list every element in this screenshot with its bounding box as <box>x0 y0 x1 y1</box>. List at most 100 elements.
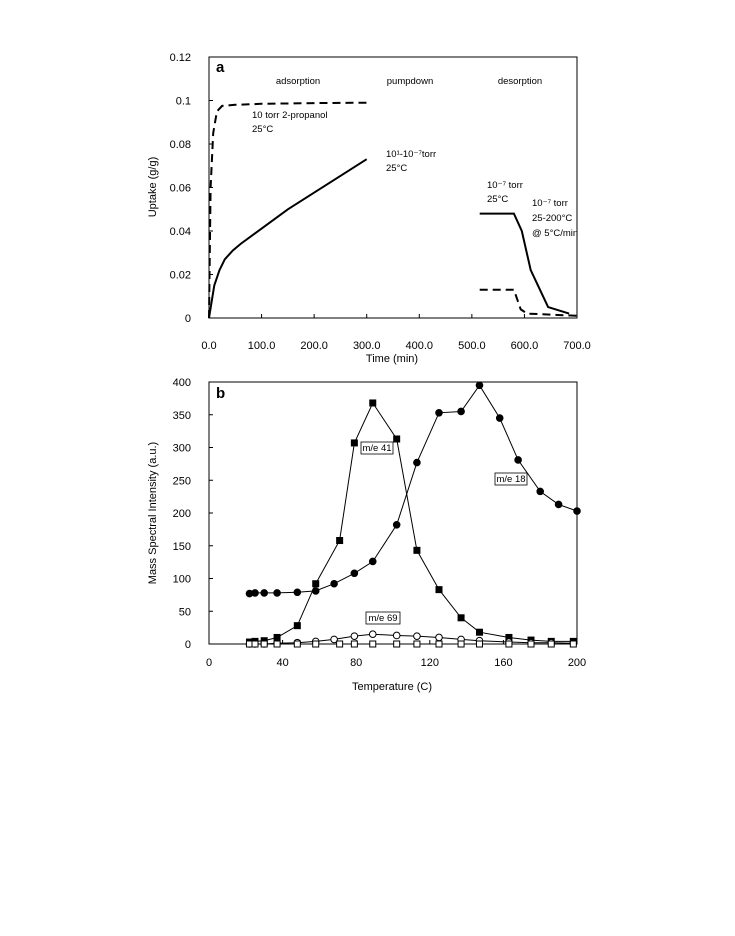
y-axis-label-b: Mass Spectral Intensity (a.u.) <box>147 442 159 584</box>
data-point-filled-square-12 <box>457 614 465 622</box>
a-y-tick-label: 0.06 <box>170 183 191 195</box>
annotation-ramp-line2: 25-200°C <box>532 213 572 224</box>
annotation-ramp-line3: @ 5°C/min <box>532 228 578 239</box>
data-point-filled-circle-11 <box>435 408 443 417</box>
series-line-a-1 <box>208 158 368 319</box>
a-x-tick-label: 300.0 <box>353 340 381 352</box>
svg-text:m/e 41: m/e 41 <box>362 443 391 454</box>
data-point-open-square-10 <box>413 640 421 648</box>
data-point-open-square-15 <box>527 640 535 648</box>
data-point-open-square-9 <box>393 640 401 648</box>
data-point-filled-circle-14 <box>495 414 504 422</box>
data-point-filled-circle-18 <box>573 507 581 515</box>
data-point-open-square-1 <box>251 640 259 648</box>
data-point-filled-circle-1 <box>251 589 259 597</box>
data-point-filled-square-4 <box>293 622 301 630</box>
data-point-filled-circle-13 <box>475 381 484 390</box>
b-y-tick-label: 200 <box>173 508 191 520</box>
phase-label-adsorption: adsorption <box>276 76 320 87</box>
chart-a: a 0 0.02 0.04 0.06 0.08 0.1 0.12 0.0 100.0 200.0… <box>147 52 591 365</box>
y-tick-labels-a: 0 0.02 0.04 0.06 0.08 0.1 0.12 <box>170 52 213 325</box>
series-b <box>245 381 581 648</box>
data-point-filled-square-10 <box>413 546 421 554</box>
data-point-filled-square-7 <box>350 439 358 447</box>
data-point-open-circle-8 <box>368 630 377 638</box>
data-point-open-circle-11 <box>435 633 443 642</box>
a-x-tick-label: 100.0 <box>248 340 276 352</box>
a-x-tick-label: 600.0 <box>511 340 539 352</box>
series-label-me18: m/e 18 <box>494 472 528 486</box>
a-x-tick-label: 500.0 <box>458 340 486 352</box>
y-axis-label-a: Uptake (g/g) <box>147 157 159 218</box>
b-y-tick-label: 100 <box>173 574 191 586</box>
svg-text:m/e 18: m/e 18 <box>496 474 525 485</box>
b-x-tick-label: 80 <box>350 657 362 669</box>
data-point-filled-circle-16 <box>536 487 545 496</box>
x-tick-labels-a: 0.0 100.0 200.0 300.0 400.0 500.0 600.0 700.0 <box>201 314 591 352</box>
data-point-open-circle-6 <box>330 635 338 644</box>
data-point-open-square-5 <box>312 640 320 648</box>
series-lines-a <box>208 101 578 319</box>
data-point-filled-circle-15 <box>514 456 522 464</box>
data-point-open-square-7 <box>350 640 358 648</box>
a-y-tick-label: 0.12 <box>170 52 191 64</box>
data-point-filled-square-6 <box>336 537 344 545</box>
series-line-a-2 <box>479 212 570 315</box>
data-point-open-square-6 <box>336 640 344 648</box>
data-point-filled-circle-8 <box>368 557 377 566</box>
b-x-tick-label: 160 <box>494 657 512 669</box>
data-point-open-square-16 <box>547 640 555 648</box>
data-point-open-square-2 <box>260 640 268 648</box>
data-point-filled-circle-3 <box>273 589 281 597</box>
data-point-open-circle-7 <box>350 632 359 640</box>
a-y-tick-label: 0 <box>185 313 191 325</box>
data-point-filled-square-13 <box>475 628 483 636</box>
data-point-filled-circle-9 <box>392 520 401 529</box>
b-y-tick-label: 0 <box>185 639 191 651</box>
chart-b: b 0 50 100 150 200 250 300 350 400 0 40 80 120 160 20… <box>147 377 586 693</box>
series-line-a-0 <box>208 101 367 319</box>
data-point-filled-circle-5 <box>311 587 320 595</box>
data-point-open-circle-9 <box>392 631 401 640</box>
b-y-tick-label: 150 <box>173 541 191 553</box>
a-y-tick-label: 0.02 <box>170 270 191 282</box>
data-point-filled-square-9 <box>393 435 401 443</box>
data-point-filled-circle-6 <box>330 579 338 588</box>
data-point-filled-circle-7 <box>350 569 359 578</box>
data-point-open-square-11 <box>435 640 443 648</box>
data-point-filled-circle-2 <box>260 589 269 597</box>
data-point-open-circle-10 <box>413 632 421 640</box>
annotation-adsorption-line2: 25°C <box>252 124 273 135</box>
series-line-a-3 <box>479 288 578 317</box>
a-y-tick-label: 0.1 <box>176 96 191 108</box>
data-point-filled-square-8 <box>369 399 377 407</box>
panel-label-a: a <box>216 59 225 76</box>
b-y-tick-label: 400 <box>173 377 191 389</box>
data-point-open-square-17 <box>569 640 577 648</box>
b-x-tick-label: 40 <box>276 657 288 669</box>
b-x-tick-label: 120 <box>421 657 439 669</box>
data-point-open-square-14 <box>505 640 513 648</box>
a-y-tick-label: 0.08 <box>170 139 191 151</box>
a-x-tick-label: 200.0 <box>300 340 328 352</box>
annotation-pumpdown-line1: 10¹-10⁻⁷torr <box>386 149 436 160</box>
b-y-tick-label: 350 <box>173 410 191 422</box>
annotation-pumpdown-line2: 25°C <box>386 163 407 174</box>
series-line-b-0 <box>249 401 574 643</box>
data-point-open-square-8 <box>369 640 377 648</box>
annotation-hold-line2: 25°C <box>487 194 508 205</box>
phase-label-desorption: desorption <box>498 76 542 87</box>
b-y-tick-label: 50 <box>179 606 191 618</box>
phase-label-pumpdown: pumpdown <box>387 76 433 87</box>
annotation-ramp-line1: 10⁻⁷ torr <box>532 198 568 209</box>
data-point-filled-circle-10 <box>413 458 421 467</box>
data-point-filled-square-5 <box>312 580 320 588</box>
a-y-tick-label: 0.04 <box>170 226 191 238</box>
series-label-me41: m/e 41 <box>360 441 394 455</box>
b-x-tick-label: 0 <box>206 657 212 669</box>
data-point-filled-circle-12 <box>457 407 465 416</box>
data-point-open-square-13 <box>475 640 483 648</box>
svg-text:m/e 69: m/e 69 <box>368 613 397 624</box>
data-point-open-square-3 <box>273 640 281 648</box>
